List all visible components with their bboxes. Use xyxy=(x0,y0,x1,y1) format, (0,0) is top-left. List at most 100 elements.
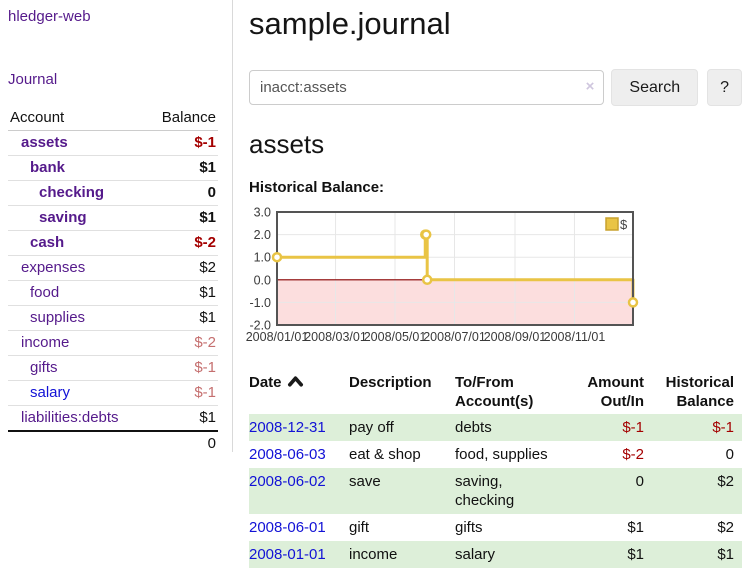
account-name-cell: food xyxy=(8,280,147,306)
transaction-accounts: debts xyxy=(455,419,492,436)
search-input[interactable] xyxy=(249,70,605,105)
account-link[interactable]: food xyxy=(30,284,60,301)
transaction-row: 2008-06-01 gift gifts $1 $2 xyxy=(249,514,742,541)
sort-asc-icon xyxy=(287,376,303,387)
transaction-amount: $1 xyxy=(627,546,644,563)
account-name-cell: gifts xyxy=(8,355,147,381)
transaction-description: eat & shop xyxy=(349,446,421,463)
svg-text:$: $ xyxy=(620,217,628,232)
svg-text:0.0: 0.0 xyxy=(254,273,271,287)
account-row: liabilities:debts $1 xyxy=(8,405,218,432)
transaction-date-link[interactable]: 2008-12-31 xyxy=(249,419,326,436)
svg-text:2.0: 2.0 xyxy=(254,228,271,242)
account-row: checking 0 xyxy=(8,180,218,206)
accounts-table: Account Balance assets $-1 bank $1 checking 0… xyxy=(8,106,218,456)
sidebar: hledger-web Journal Account Balance asse… xyxy=(0,0,233,456)
account-link[interactable]: salary xyxy=(30,384,71,401)
svg-text:-1.0: -1.0 xyxy=(249,296,271,310)
accounts-total-row: 0 xyxy=(8,430,218,456)
accounts-header-account: Account xyxy=(8,106,147,131)
help-button[interactable]: ? xyxy=(707,69,742,106)
account-row: saving $1 xyxy=(8,205,218,231)
svg-text:2008/07/01: 2008/07/01 xyxy=(423,330,486,344)
register-header-amount: Amount Out/In xyxy=(587,374,644,410)
transaction-date-link[interactable]: 2008-06-02 xyxy=(249,473,326,490)
transaction-date-cell: 2008-06-02 xyxy=(249,468,349,514)
account-balance: $1 xyxy=(146,405,218,432)
account-link[interactable]: income xyxy=(21,334,70,351)
account-name-cell: supplies xyxy=(8,305,147,331)
transaction-balance: 0 xyxy=(725,446,734,463)
account-name-cell: saving xyxy=(8,205,147,231)
register-table-header: Date Description To/From Account(s) Amou… xyxy=(249,371,742,414)
account-balance: $-1 xyxy=(146,130,218,156)
account-row: bank $1 xyxy=(8,155,218,181)
transaction-description: pay off xyxy=(349,419,394,436)
account-balance: $1 xyxy=(146,305,218,331)
sidebar-item-journal[interactable]: Journal xyxy=(8,71,58,88)
search-box: × xyxy=(249,70,605,105)
account-link[interactable]: supplies xyxy=(30,309,86,326)
account-balance: $1 xyxy=(146,205,218,231)
transaction-description: gift xyxy=(349,519,370,536)
register-header-balance: Historical Balance xyxy=(665,374,734,410)
transaction-date-cell: 2008-06-03 xyxy=(249,441,349,468)
transaction-row: 2008-12-31 pay off debts $-1 $-1 xyxy=(249,414,742,441)
transaction-balance: $2 xyxy=(717,519,734,536)
search-bar: × Search ? xyxy=(249,69,742,106)
transaction-date-cell: 2008-06-01 xyxy=(249,514,349,541)
account-link[interactable]: expenses xyxy=(21,259,86,276)
accounts-header-balance: Balance xyxy=(146,106,218,131)
transaction-amount: 0 xyxy=(635,473,644,490)
transaction-date-link[interactable]: 2008-01-01 xyxy=(249,546,326,563)
account-row: assets $-1 xyxy=(8,130,218,156)
transaction-date-link[interactable]: 2008-06-03 xyxy=(249,446,326,463)
transaction-row: 2008-06-02 save saving, checking 0 $2 xyxy=(249,468,742,514)
transaction-row: 2008-06-03 eat & shop food, supplies $-2 0 xyxy=(249,441,742,468)
transaction-balance: $1 xyxy=(717,546,734,563)
account-row: cash $-2 xyxy=(8,230,218,256)
page-title: sample.journal xyxy=(249,6,451,41)
account-name-cell: salary xyxy=(8,380,147,406)
account-balance: $1 xyxy=(146,155,218,181)
account-name-cell: checking xyxy=(8,180,147,206)
app-brand-link[interactable]: hledger-web xyxy=(8,8,91,25)
account-name-cell: cash xyxy=(8,230,147,256)
account-name-cell: bank xyxy=(8,155,147,181)
account-name-cell: income xyxy=(8,330,147,356)
svg-text:2008/09/01: 2008/09/01 xyxy=(484,330,547,344)
transaction-date-cell: 2008-01-01 xyxy=(249,541,349,568)
search-button[interactable]: Search xyxy=(611,69,699,106)
historical-balance-chart: 3.0 2.0 1.0 0.0 -1.0 -2.02008/01/012008/03/01… xyxy=(246,206,639,344)
account-balance: $1 xyxy=(146,280,218,306)
account-balance: $-2 xyxy=(146,230,218,256)
account-link[interactable]: assets xyxy=(21,134,68,151)
account-link[interactable]: liabilities:debts xyxy=(21,409,119,426)
account-link[interactable]: cash xyxy=(30,234,65,251)
transaction-amount: $1 xyxy=(627,519,644,536)
account-balance: $-1 xyxy=(146,380,218,406)
account-link[interactable]: checking xyxy=(39,184,105,201)
svg-text:3.0: 3.0 xyxy=(254,206,271,220)
svg-text:1.0: 1.0 xyxy=(254,251,271,265)
account-link[interactable]: gifts xyxy=(30,359,58,376)
transaction-accounts: salary xyxy=(455,546,496,563)
svg-text:2008/11/01: 2008/11/01 xyxy=(544,330,606,344)
account-link[interactable]: bank xyxy=(30,159,66,176)
account-name-cell: assets xyxy=(8,130,147,156)
transaction-amount: $-2 xyxy=(622,446,644,463)
account-link[interactable]: saving xyxy=(39,209,87,226)
register-header-accounts: To/From Account(s) xyxy=(455,374,534,410)
transaction-accounts: saving, checking xyxy=(455,473,515,509)
clear-search-icon[interactable]: × xyxy=(585,78,595,95)
account-row: salary $-1 xyxy=(8,380,218,406)
account-balance: $2 xyxy=(146,255,218,281)
account-row: expenses $2 xyxy=(8,255,218,281)
transaction-date-link[interactable]: 2008-06-01 xyxy=(249,519,326,536)
register-header-description: Description xyxy=(349,374,432,391)
main-content: sample.journal × Search ? assets Histori… xyxy=(246,0,742,568)
register-header-date[interactable]: Date xyxy=(249,371,349,414)
account-row: food $1 xyxy=(8,280,218,306)
transaction-accounts: food, supplies xyxy=(455,446,548,463)
accounts-table-header: Account Balance xyxy=(8,106,218,131)
